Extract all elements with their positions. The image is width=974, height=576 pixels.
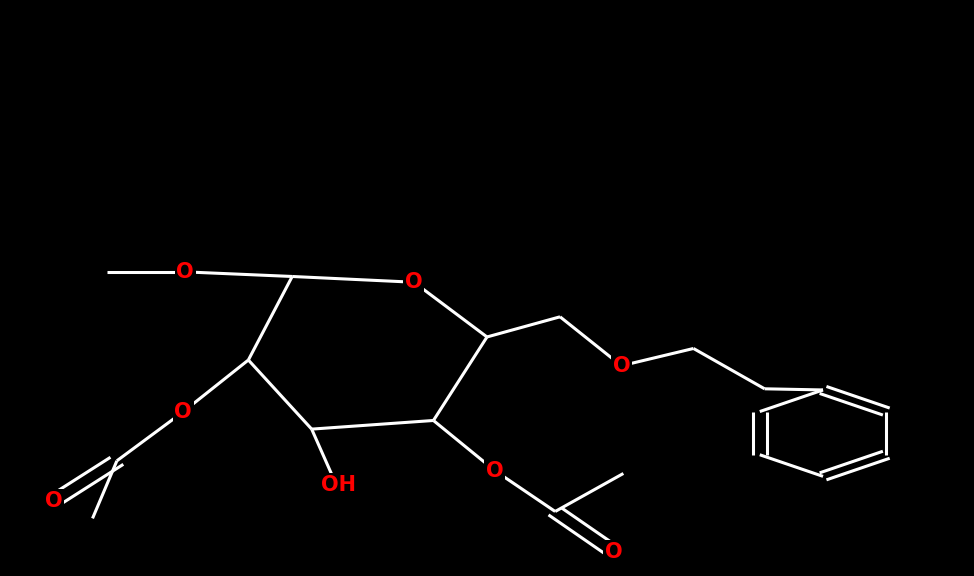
- Text: OH: OH: [321, 475, 356, 495]
- Text: O: O: [605, 542, 622, 562]
- Text: O: O: [486, 461, 504, 480]
- Text: O: O: [405, 272, 423, 292]
- Text: O: O: [176, 262, 194, 282]
- Text: O: O: [45, 491, 62, 511]
- Text: O: O: [174, 402, 192, 422]
- Text: O: O: [613, 356, 630, 376]
